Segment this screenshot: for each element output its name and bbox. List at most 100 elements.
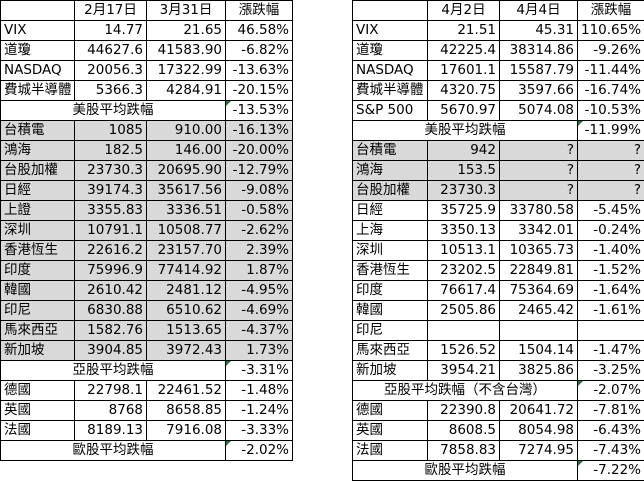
left-header-cell[interactable]: 漲跌幅	[226, 1, 293, 21]
left-header-cell[interactable]: 3月31日	[147, 1, 226, 21]
start-value-cell[interactable]: 2505.86	[428, 301, 500, 321]
end-value-cell[interactable]: 45.31	[500, 21, 578, 41]
index-name-cell[interactable]: 新加坡	[1, 341, 75, 361]
average-label[interactable]: 歐股平均跌幅	[353, 461, 578, 481]
end-value-cell[interactable]: 15587.79	[500, 61, 578, 81]
start-value-cell[interactable]: 17601.1	[428, 61, 500, 81]
end-value-cell[interactable]: 10508.77	[147, 221, 226, 241]
average-value[interactable]: -11.99%	[578, 121, 644, 141]
index-name-cell[interactable]: 上海	[353, 221, 428, 241]
end-value-cell[interactable]: 3597.66	[500, 81, 578, 101]
change-percent-cell[interactable]: -16.13%	[226, 121, 293, 141]
end-value-cell[interactable]: 21.65	[147, 21, 226, 41]
end-value-cell[interactable]: 22849.81	[500, 261, 578, 281]
index-name-cell[interactable]: 台股加權	[353, 181, 428, 201]
end-value-cell[interactable]: ?	[500, 181, 578, 201]
index-name-cell[interactable]: 德國	[353, 401, 428, 421]
change-percent-cell[interactable]: -5.45%	[578, 201, 644, 221]
index-name-cell[interactable]: 馬來西亞	[353, 341, 428, 361]
end-value-cell[interactable]: 10365.73	[500, 241, 578, 261]
start-value-cell[interactable]: 14.77	[75, 21, 147, 41]
start-value-cell[interactable]: 23202.5	[428, 261, 500, 281]
average-label[interactable]: 美股平均跌幅	[1, 101, 226, 121]
average-value[interactable]: -3.31%	[226, 361, 293, 381]
end-value-cell[interactable]: 7916.08	[147, 421, 226, 441]
end-value-cell[interactable]: 75364.69	[500, 281, 578, 301]
start-value-cell[interactable]: 1526.52	[428, 341, 500, 361]
change-percent-cell[interactable]: -4.69%	[226, 301, 293, 321]
change-percent-cell[interactable]: -6.43%	[578, 421, 644, 441]
index-name-cell[interactable]: 法國	[353, 441, 428, 461]
change-percent-cell[interactable]: -7.43%	[578, 441, 644, 461]
index-name-cell[interactable]: 印尼	[353, 321, 428, 341]
end-value-cell[interactable]	[500, 321, 578, 341]
index-name-cell[interactable]: 印度	[1, 261, 75, 281]
end-value-cell[interactable]: 77414.92	[147, 261, 226, 281]
index-name-cell[interactable]: 上證	[1, 201, 75, 221]
index-name-cell[interactable]: 深圳	[353, 241, 428, 261]
end-value-cell[interactable]: 5074.08	[500, 101, 578, 121]
end-value-cell[interactable]: 8658.85	[147, 401, 226, 421]
start-value-cell[interactable]: 182.5	[75, 141, 147, 161]
index-name-cell[interactable]: 台股加權	[1, 161, 75, 181]
index-name-cell[interactable]: 印度	[353, 281, 428, 301]
index-name-cell[interactable]: 台積電	[1, 121, 75, 141]
end-value-cell[interactable]: 4284.91	[147, 81, 226, 101]
change-percent-cell[interactable]: 110.65%	[578, 21, 644, 41]
start-value-cell[interactable]: 6830.88	[75, 301, 147, 321]
end-value-cell[interactable]: 17322.99	[147, 61, 226, 81]
average-label[interactable]: 亞股平均跌幅	[1, 361, 226, 381]
change-percent-cell[interactable]: -4.37%	[226, 321, 293, 341]
change-percent-cell[interactable]: -12.79%	[226, 161, 293, 181]
end-value-cell[interactable]: 3825.86	[500, 361, 578, 381]
start-value-cell[interactable]: 22616.2	[75, 241, 147, 261]
end-value-cell[interactable]: 146.00	[147, 141, 226, 161]
change-percent-cell[interactable]: -1.48%	[226, 381, 293, 401]
start-value-cell[interactable]: 3904.85	[75, 341, 147, 361]
end-value-cell[interactable]: 35617.56	[147, 181, 226, 201]
index-name-cell[interactable]: 馬來西亞	[1, 321, 75, 341]
index-name-cell[interactable]: 鴻海	[353, 161, 428, 181]
change-percent-cell[interactable]	[578, 321, 644, 341]
change-percent-cell[interactable]: -0.58%	[226, 201, 293, 221]
average-value[interactable]: -2.07%	[578, 381, 644, 401]
index-name-cell[interactable]: 韓國	[353, 301, 428, 321]
start-value-cell[interactable]: 76617.4	[428, 281, 500, 301]
index-name-cell[interactable]: 新加坡	[353, 361, 428, 381]
change-percent-cell[interactable]: -1.40%	[578, 241, 644, 261]
start-value-cell[interactable]: 5366.3	[75, 81, 147, 101]
end-value-cell[interactable]: 7274.95	[500, 441, 578, 461]
end-value-cell[interactable]: 3972.43	[147, 341, 226, 361]
change-percent-cell[interactable]: -4.95%	[226, 281, 293, 301]
change-percent-cell[interactable]: 1.87%	[226, 261, 293, 281]
start-value-cell[interactable]: 44627.6	[75, 41, 147, 61]
index-name-cell[interactable]: 英國	[353, 421, 428, 441]
change-percent-cell[interactable]: -16.74%	[578, 81, 644, 101]
start-value-cell[interactable]: 23730.3	[428, 181, 500, 201]
end-value-cell[interactable]: 3342.01	[500, 221, 578, 241]
average-label[interactable]: 美股平均跌幅	[353, 121, 578, 141]
change-percent-cell[interactable]: -1.64%	[578, 281, 644, 301]
start-value-cell[interactable]: 1582.76	[75, 321, 147, 341]
index-name-cell[interactable]: 德國	[1, 381, 75, 401]
average-value[interactable]: -13.53%	[226, 101, 293, 121]
average-value[interactable]: -2.02%	[226, 441, 293, 461]
change-percent-cell[interactable]: -0.24%	[578, 221, 644, 241]
end-value-cell[interactable]: 20641.72	[500, 401, 578, 421]
change-percent-cell[interactable]: -1.47%	[578, 341, 644, 361]
start-value-cell[interactable]: 10791.1	[75, 221, 147, 241]
index-name-cell[interactable]: 日經	[1, 181, 75, 201]
start-value-cell[interactable]: 4320.75	[428, 81, 500, 101]
index-name-cell[interactable]: 鴻海	[1, 141, 75, 161]
right-header-cell[interactable]: 4月2日	[428, 1, 500, 21]
average-label[interactable]: 亞股平均跌幅（不含台灣）	[353, 381, 578, 401]
index-name-cell[interactable]: 香港恆生	[353, 261, 428, 281]
index-name-cell[interactable]: 印尼	[1, 301, 75, 321]
right-header-cell[interactable]: 漲跌幅	[578, 1, 644, 21]
change-percent-cell[interactable]: -1.61%	[578, 301, 644, 321]
change-percent-cell[interactable]: -9.08%	[226, 181, 293, 201]
change-percent-cell[interactable]: 46.58%	[226, 21, 293, 41]
change-percent-cell[interactable]: -20.15%	[226, 81, 293, 101]
change-percent-cell[interactable]: -1.52%	[578, 261, 644, 281]
index-name-cell[interactable]: 法國	[1, 421, 75, 441]
